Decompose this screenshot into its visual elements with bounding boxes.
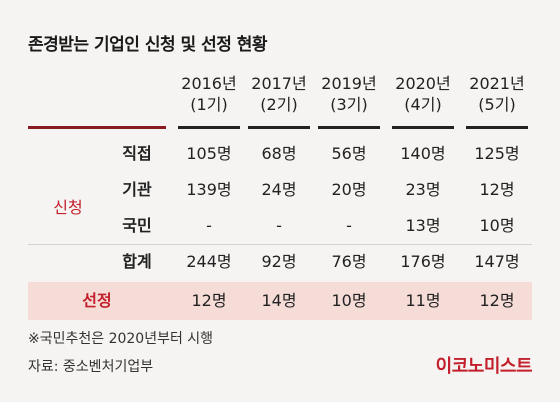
table-cell: 76명 bbox=[331, 252, 367, 271]
table-cell: 20명 bbox=[331, 180, 367, 199]
header-rule bbox=[28, 126, 166, 129]
year-header: 2016년 (1기) 2017년 (2기) 2019년 (3기) 2020년 (4기) 2021… bbox=[0, 73, 560, 133]
selected-row-label: 선정 bbox=[82, 291, 112, 310]
row-label: 기관 bbox=[122, 180, 152, 199]
row-divider bbox=[28, 244, 532, 245]
selected-cell: 12명 bbox=[191, 291, 227, 310]
row-label: 직접 bbox=[122, 144, 152, 163]
table-cell: 10명 bbox=[479, 216, 515, 235]
table-cell: 244명 bbox=[186, 252, 232, 271]
table-cell: 12명 bbox=[479, 180, 515, 199]
column-header-rule bbox=[178, 126, 240, 129]
table-cell: - bbox=[276, 216, 282, 235]
table-cell: 105명 bbox=[186, 144, 232, 163]
round-label: (3기) bbox=[330, 95, 368, 114]
round-label: (5기) bbox=[478, 95, 516, 114]
round-label: (4기) bbox=[404, 95, 442, 114]
round-label: (2기) bbox=[260, 95, 298, 114]
selected-cell: 14명 bbox=[261, 291, 297, 310]
table-cell: 13명 bbox=[405, 216, 441, 235]
row-label: 합계 bbox=[122, 252, 152, 271]
year-column-header: 2021년 (5기) bbox=[466, 73, 528, 129]
year-label: 2019년 bbox=[321, 74, 377, 93]
table-cell: 92명 bbox=[261, 252, 297, 271]
selected-cell: 10명 bbox=[331, 291, 367, 310]
row-label: 국민 bbox=[122, 216, 152, 235]
table-cell: 56명 bbox=[331, 144, 367, 163]
table-cell: 125명 bbox=[474, 144, 520, 163]
column-header-rule bbox=[318, 126, 380, 129]
table-cell: 147명 bbox=[474, 252, 520, 271]
selected-cell: 11명 bbox=[405, 291, 441, 310]
table-cell: 24명 bbox=[261, 180, 297, 199]
table-cell: 176명 bbox=[400, 252, 446, 271]
table-cell: 23명 bbox=[405, 180, 441, 199]
footnote: ※국민추천은 2020년부터 시행 bbox=[28, 331, 214, 347]
group-label-apply: 신청 bbox=[53, 198, 83, 217]
table-cell: 139명 bbox=[186, 180, 232, 199]
table-cell: - bbox=[346, 216, 352, 235]
chart-title: 존경받는 기업인 신청 및 선정 현황 bbox=[28, 35, 268, 55]
table-cell: - bbox=[206, 216, 212, 235]
column-header-rule bbox=[466, 126, 528, 129]
year-label: 2020년 bbox=[395, 74, 451, 93]
year-column-header: 2016년 (1기) bbox=[178, 73, 240, 129]
year-label: 2021년 bbox=[469, 74, 525, 93]
table-cell: 140명 bbox=[400, 144, 446, 163]
selected-row-band bbox=[28, 282, 532, 320]
table-cell: 68명 bbox=[261, 144, 297, 163]
year-column-header: 2017년 (2기) bbox=[248, 73, 310, 129]
year-label: 2016년 bbox=[181, 74, 237, 93]
column-header-rule bbox=[248, 126, 310, 129]
column-header-rule bbox=[392, 126, 454, 129]
year-column-header: 2020년 (4기) bbox=[392, 73, 454, 129]
brand-logo: 이코노미스트 bbox=[435, 356, 533, 377]
source-text: 자료: 중소벤처기업부 bbox=[28, 359, 154, 375]
selected-cell: 12명 bbox=[479, 291, 515, 310]
year-label: 2017년 bbox=[251, 74, 307, 93]
round-label: (1기) bbox=[190, 95, 228, 114]
year-column-header: 2019년 (3기) bbox=[318, 73, 380, 129]
